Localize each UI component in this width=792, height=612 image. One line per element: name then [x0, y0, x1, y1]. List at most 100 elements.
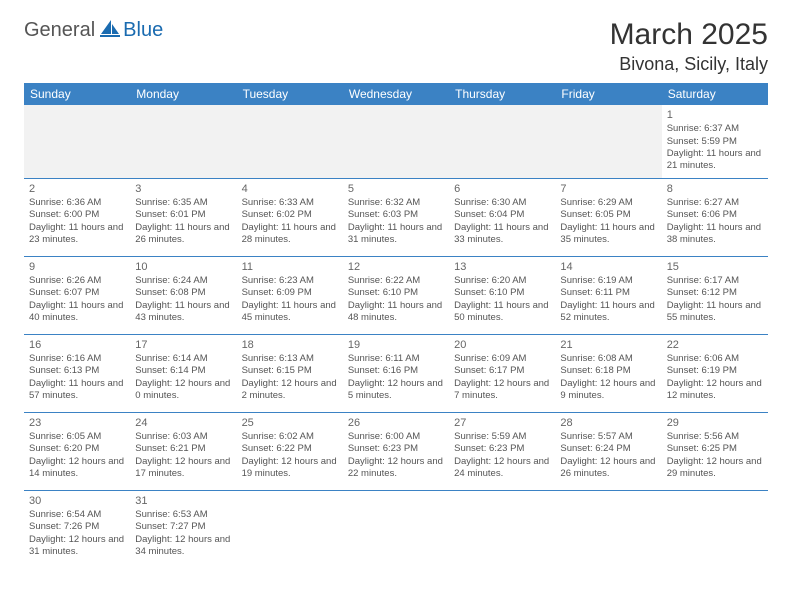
weekday-header: Sunday [24, 83, 130, 105]
sunrise-text: Sunrise: 6:27 AM [667, 197, 763, 209]
weekday-header: Saturday [662, 83, 768, 105]
day-number: 30 [29, 494, 125, 508]
calendar-cell: 6Sunrise: 6:30 AMSunset: 6:04 PMDaylight… [449, 178, 555, 256]
daylight-text: Daylight: 12 hours and 24 minutes. [454, 456, 550, 481]
sunrise-text: Sunrise: 6:29 AM [560, 197, 656, 209]
sunset-text: Sunset: 6:04 PM [454, 209, 550, 221]
sunset-text: Sunset: 6:24 PM [560, 443, 656, 455]
day-number: 31 [135, 494, 231, 508]
daylight-text: Daylight: 12 hours and 0 minutes. [135, 378, 231, 403]
sunset-text: Sunset: 6:19 PM [667, 365, 763, 377]
day-number: 18 [242, 338, 338, 352]
day-number: 10 [135, 260, 231, 274]
sunrise-text: Sunrise: 5:56 AM [667, 431, 763, 443]
calendar-cell [343, 105, 449, 178]
calendar-week-row: 1Sunrise: 6:37 AMSunset: 5:59 PMDaylight… [24, 105, 768, 178]
calendar-cell [237, 490, 343, 568]
calendar-cell: 21Sunrise: 6:08 AMSunset: 6:18 PMDayligh… [555, 334, 661, 412]
sunrise-text: Sunrise: 6:13 AM [242, 353, 338, 365]
daylight-text: Daylight: 11 hours and 50 minutes. [454, 300, 550, 325]
brand-part2: Blue [123, 19, 163, 42]
daylight-text: Daylight: 12 hours and 26 minutes. [560, 456, 656, 481]
day-number: 17 [135, 338, 231, 352]
daylight-text: Daylight: 11 hours and 21 minutes. [667, 148, 763, 173]
sunset-text: Sunset: 6:10 PM [348, 287, 444, 299]
calendar-cell [449, 490, 555, 568]
calendar-cell: 4Sunrise: 6:33 AMSunset: 6:02 PMDaylight… [237, 178, 343, 256]
sunrise-text: Sunrise: 6:26 AM [29, 275, 125, 287]
sunset-text: Sunset: 6:14 PM [135, 365, 231, 377]
sunrise-text: Sunrise: 5:59 AM [454, 431, 550, 443]
sunrise-text: Sunrise: 6:02 AM [242, 431, 338, 443]
daylight-text: Daylight: 12 hours and 5 minutes. [348, 378, 444, 403]
day-number: 19 [348, 338, 444, 352]
day-number: 27 [454, 416, 550, 430]
calendar-cell: 9Sunrise: 6:26 AMSunset: 6:07 PMDaylight… [24, 256, 130, 334]
daylight-text: Daylight: 12 hours and 34 minutes. [135, 534, 231, 559]
sunset-text: Sunset: 7:26 PM [29, 521, 125, 533]
weekday-header: Friday [555, 83, 661, 105]
sunrise-text: Sunrise: 6:32 AM [348, 197, 444, 209]
daylight-text: Daylight: 11 hours and 48 minutes. [348, 300, 444, 325]
calendar-cell: 3Sunrise: 6:35 AMSunset: 6:01 PMDaylight… [130, 178, 236, 256]
day-number: 5 [348, 182, 444, 196]
calendar-cell: 30Sunrise: 6:54 AMSunset: 7:26 PMDayligh… [24, 490, 130, 568]
sunset-text: Sunset: 6:13 PM [29, 365, 125, 377]
daylight-text: Daylight: 11 hours and 38 minutes. [667, 222, 763, 247]
sunset-text: Sunset: 6:01 PM [135, 209, 231, 221]
sunrise-text: Sunrise: 6:24 AM [135, 275, 231, 287]
calendar-cell: 24Sunrise: 6:03 AMSunset: 6:21 PMDayligh… [130, 412, 236, 490]
sunset-text: Sunset: 6:12 PM [667, 287, 763, 299]
sunrise-text: Sunrise: 6:00 AM [348, 431, 444, 443]
calendar-cell [555, 105, 661, 178]
sunset-text: Sunset: 6:02 PM [242, 209, 338, 221]
sunset-text: Sunset: 6:17 PM [454, 365, 550, 377]
sunrise-text: Sunrise: 5:57 AM [560, 431, 656, 443]
daylight-text: Daylight: 11 hours and 55 minutes. [667, 300, 763, 325]
weekday-header: Tuesday [237, 83, 343, 105]
calendar-cell [555, 490, 661, 568]
calendar-table: SundayMondayTuesdayWednesdayThursdayFrid… [24, 83, 768, 568]
calendar-week-row: 9Sunrise: 6:26 AMSunset: 6:07 PMDaylight… [24, 256, 768, 334]
location: Bivona, Sicily, Italy [610, 54, 768, 75]
daylight-text: Daylight: 12 hours and 22 minutes. [348, 456, 444, 481]
day-number: 25 [242, 416, 338, 430]
daylight-text: Daylight: 12 hours and 2 minutes. [242, 378, 338, 403]
day-number: 15 [667, 260, 763, 274]
calendar-cell: 15Sunrise: 6:17 AMSunset: 6:12 PMDayligh… [662, 256, 768, 334]
sunrise-text: Sunrise: 6:08 AM [560, 353, 656, 365]
daylight-text: Daylight: 12 hours and 12 minutes. [667, 378, 763, 403]
day-number: 7 [560, 182, 656, 196]
day-number: 20 [454, 338, 550, 352]
weekday-header: Monday [130, 83, 236, 105]
calendar-cell: 31Sunrise: 6:53 AMSunset: 7:27 PMDayligh… [130, 490, 236, 568]
sunset-text: Sunset: 6:11 PM [560, 287, 656, 299]
daylight-text: Daylight: 11 hours and 52 minutes. [560, 300, 656, 325]
sunrise-text: Sunrise: 6:30 AM [454, 197, 550, 209]
sunset-text: Sunset: 6:25 PM [667, 443, 763, 455]
sunrise-text: Sunrise: 6:19 AM [560, 275, 656, 287]
day-number: 3 [135, 182, 231, 196]
sunset-text: Sunset: 6:06 PM [667, 209, 763, 221]
sunset-text: Sunset: 7:27 PM [135, 521, 231, 533]
calendar-cell: 22Sunrise: 6:06 AMSunset: 6:19 PMDayligh… [662, 334, 768, 412]
sunset-text: Sunset: 6:10 PM [454, 287, 550, 299]
weekday-header-row: SundayMondayTuesdayWednesdayThursdayFrid… [24, 83, 768, 105]
calendar-cell: 26Sunrise: 6:00 AMSunset: 6:23 PMDayligh… [343, 412, 449, 490]
sunset-text: Sunset: 6:20 PM [29, 443, 125, 455]
daylight-text: Daylight: 12 hours and 7 minutes. [454, 378, 550, 403]
calendar-cell: 14Sunrise: 6:19 AMSunset: 6:11 PMDayligh… [555, 256, 661, 334]
calendar-cell [449, 105, 555, 178]
sunrise-text: Sunrise: 6:33 AM [242, 197, 338, 209]
sunset-text: Sunset: 6:23 PM [348, 443, 444, 455]
sunset-text: Sunset: 6:08 PM [135, 287, 231, 299]
sunset-text: Sunset: 6:03 PM [348, 209, 444, 221]
calendar-cell: 27Sunrise: 5:59 AMSunset: 6:23 PMDayligh… [449, 412, 555, 490]
weekday-header: Wednesday [343, 83, 449, 105]
daylight-text: Daylight: 11 hours and 23 minutes. [29, 222, 125, 247]
sunset-text: Sunset: 6:00 PM [29, 209, 125, 221]
daylight-text: Daylight: 11 hours and 40 minutes. [29, 300, 125, 325]
sunrise-text: Sunrise: 6:16 AM [29, 353, 125, 365]
calendar-cell: 5Sunrise: 6:32 AMSunset: 6:03 PMDaylight… [343, 178, 449, 256]
sunrise-text: Sunrise: 6:11 AM [348, 353, 444, 365]
